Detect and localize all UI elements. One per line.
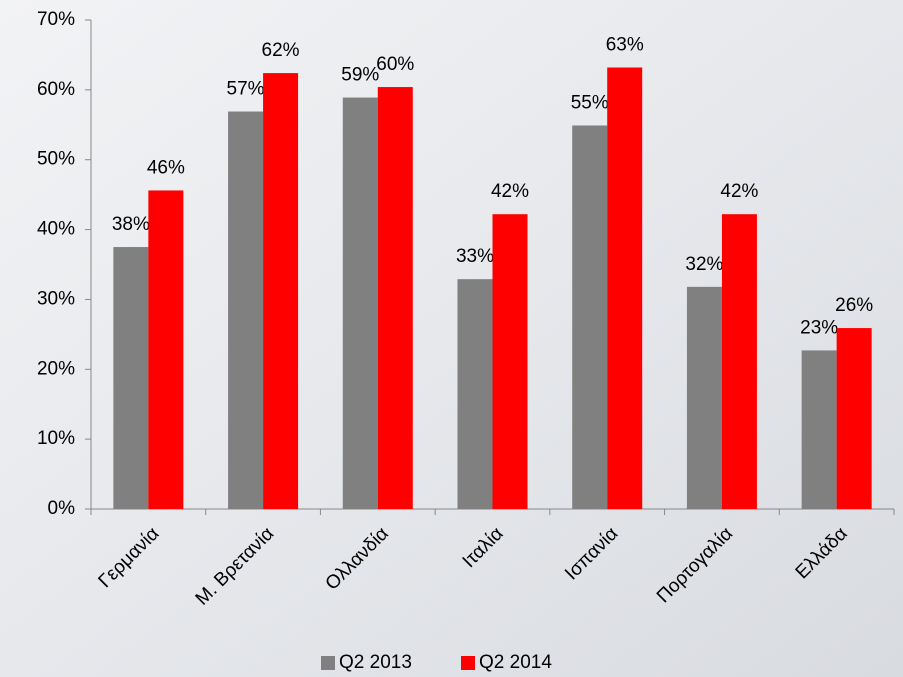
y-tick-label: 40% bbox=[37, 219, 75, 240]
bar bbox=[836, 328, 872, 509]
bar bbox=[342, 97, 378, 509]
data-label: 33% bbox=[456, 246, 494, 267]
data-label: 23% bbox=[800, 317, 838, 338]
y-tick-label: 30% bbox=[37, 288, 75, 309]
bar bbox=[263, 73, 299, 509]
data-label: 55% bbox=[571, 92, 609, 113]
data-label: 42% bbox=[720, 181, 758, 202]
data-label: 63% bbox=[606, 35, 644, 56]
legend-swatch bbox=[321, 656, 335, 670]
bar bbox=[148, 190, 184, 510]
data-label: 57% bbox=[227, 79, 265, 100]
data-label: 38% bbox=[112, 214, 150, 235]
bar bbox=[377, 87, 413, 509]
data-label: 42% bbox=[491, 181, 529, 202]
bar bbox=[492, 214, 528, 509]
legend-swatch bbox=[461, 656, 475, 670]
y-tick-label: 60% bbox=[37, 79, 75, 100]
data-label: 26% bbox=[835, 295, 873, 316]
y-tick-label: 0% bbox=[48, 498, 76, 519]
bar bbox=[572, 125, 608, 509]
y-tick-label: 20% bbox=[37, 358, 75, 379]
bar bbox=[228, 111, 264, 510]
y-tick-label: 50% bbox=[37, 149, 75, 170]
legend-label: Q2 2014 bbox=[479, 652, 552, 673]
data-label: 32% bbox=[685, 254, 723, 275]
y-tick-label: 10% bbox=[37, 428, 75, 449]
bar bbox=[801, 350, 837, 509]
bar bbox=[607, 67, 643, 509]
bar bbox=[457, 279, 493, 509]
data-label: 62% bbox=[262, 40, 300, 61]
bar bbox=[721, 214, 757, 509]
bar bbox=[113, 247, 149, 510]
bar bbox=[686, 286, 722, 509]
legend-label: Q2 2013 bbox=[339, 652, 412, 673]
data-label: 46% bbox=[147, 157, 185, 178]
y-tick-label: 70% bbox=[37, 9, 75, 30]
data-label: 60% bbox=[376, 54, 414, 75]
data-label: 59% bbox=[341, 65, 379, 86]
